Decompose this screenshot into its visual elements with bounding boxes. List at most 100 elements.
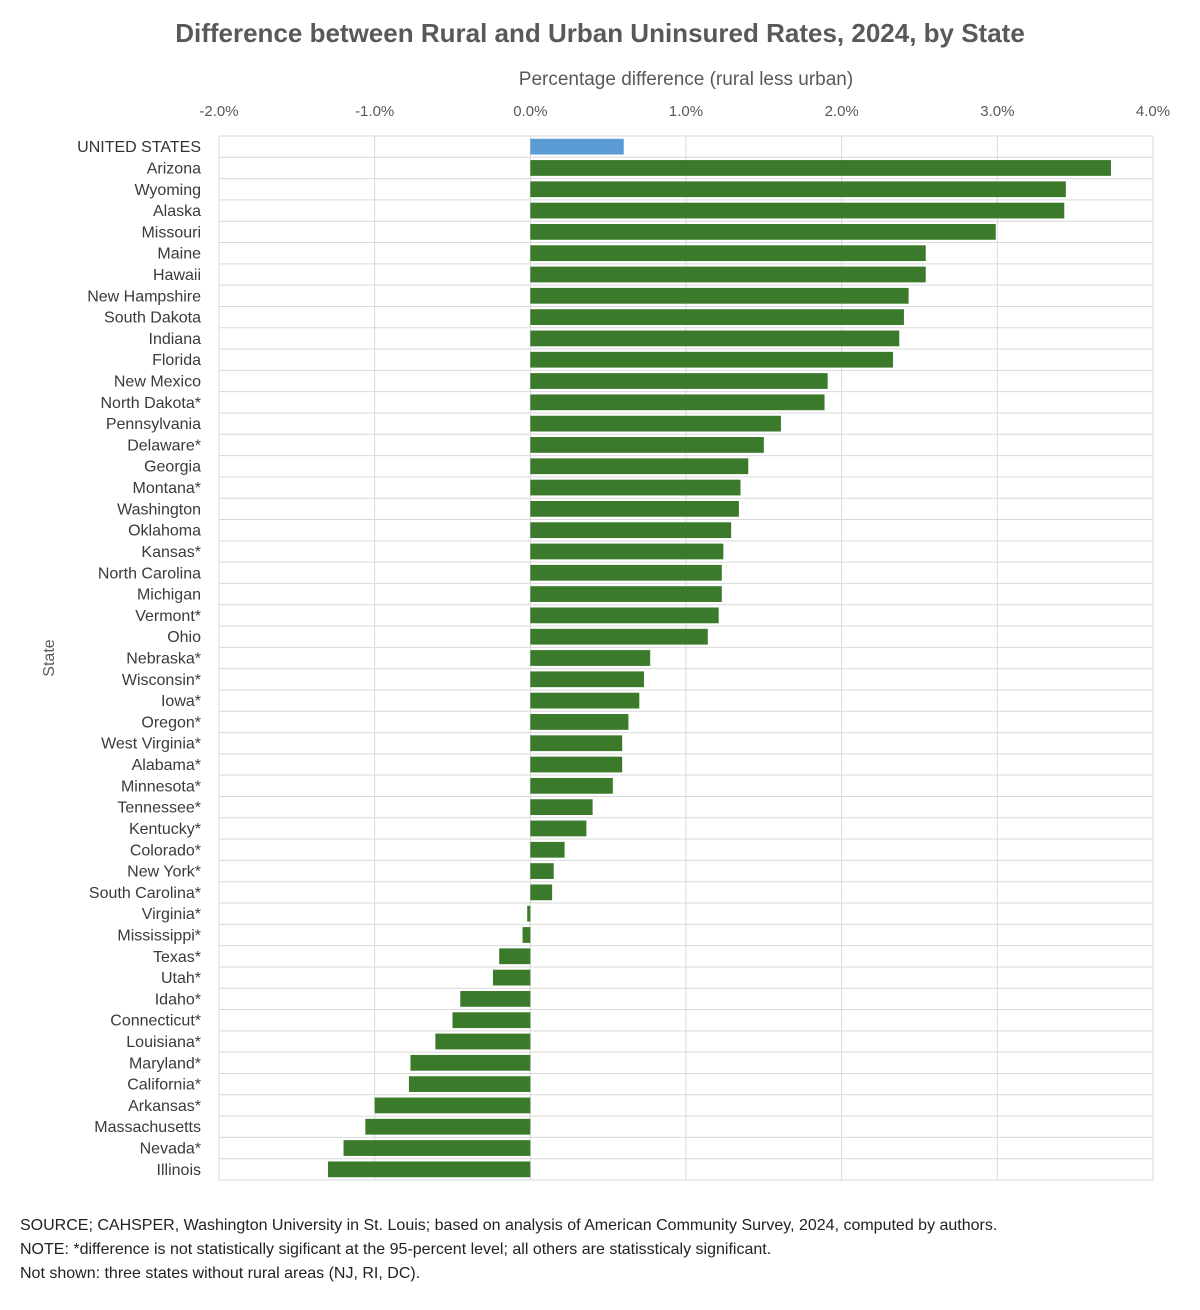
bar	[530, 756, 623, 773]
category-label: Wisconsin*	[122, 672, 201, 689]
category-label: Arkansas*	[128, 1098, 201, 1115]
bar	[530, 160, 1111, 176]
category-label: North Dakota*	[101, 395, 202, 412]
x-tick-label: 4.0%	[1136, 103, 1170, 120]
bar	[530, 543, 724, 560]
category-label: South Dakota	[104, 310, 201, 327]
category-label: Maine	[157, 246, 201, 263]
not-shown-note: Not shown: three states without rural ar…	[20, 1265, 421, 1282]
category-label: Minnesota*	[121, 778, 201, 795]
bar	[530, 522, 732, 539]
bar	[530, 564, 722, 581]
category-label: Connecticut*	[110, 1013, 201, 1030]
category-label: Texas*	[153, 949, 201, 966]
category-label: Montana*	[133, 480, 202, 497]
category-label: Mississippi*	[117, 927, 201, 944]
bar	[530, 863, 554, 879]
category-label: Illinois	[157, 1162, 201, 1179]
bar	[530, 735, 623, 752]
category-label: Pennsylvania	[106, 416, 201, 433]
x-tick-labels: -2.0% -1.0% 0.0% 1.0% 2.0% 3.0% 4.0%	[199, 103, 1170, 120]
bar	[452, 1012, 531, 1029]
bar	[530, 714, 629, 730]
category-label: Utah*	[161, 970, 201, 987]
bar	[530, 841, 565, 858]
bar	[410, 1054, 531, 1071]
category-label: Alaska	[153, 203, 201, 220]
category-label: New York*	[127, 864, 201, 881]
category-label: Delaware*	[127, 437, 201, 454]
x-tick-label: 3.0%	[980, 103, 1014, 120]
x-tick-label: 1.0%	[669, 103, 703, 120]
x-tick-label: -1.0%	[355, 103, 394, 120]
bar	[530, 777, 613, 794]
x-tick-label: 0.0%	[513, 103, 547, 120]
bar	[492, 969, 531, 986]
category-label: Washington	[117, 501, 201, 518]
bar	[527, 905, 531, 922]
bar	[365, 1118, 531, 1135]
bar	[499, 948, 531, 965]
bar	[530, 458, 749, 475]
category-label: Vermont*	[135, 608, 201, 625]
category-label: Nebraska*	[126, 651, 201, 668]
category-label: New Hampshire	[87, 288, 201, 305]
category-label: Kansas*	[141, 544, 201, 561]
category-label: Georgia	[144, 459, 201, 476]
bar	[530, 181, 1066, 198]
bar	[530, 394, 825, 411]
bar	[530, 373, 828, 389]
bar	[530, 266, 926, 283]
bar	[530, 202, 1065, 219]
gridlines	[218, 135, 1154, 1181]
category-label: Missouri	[141, 224, 201, 241]
category-label: Wyoming	[134, 182, 201, 199]
category-label: Ohio	[167, 629, 201, 646]
category-label: California*	[127, 1077, 201, 1094]
bar	[460, 991, 531, 1007]
bar	[435, 1033, 531, 1050]
y-axis-title: State	[41, 639, 58, 676]
bar	[530, 415, 781, 432]
bar	[530, 671, 644, 688]
bar	[530, 692, 640, 709]
category-label: Virginia*	[142, 906, 201, 923]
category-label: Alabama*	[132, 757, 201, 774]
bar	[530, 799, 593, 816]
bar	[408, 1076, 531, 1093]
bar	[530, 351, 894, 368]
bar	[530, 479, 741, 496]
category-labels: UNITED STATES Arizona Wyoming Alaska Missour…	[77, 139, 201, 1179]
bar	[327, 1161, 531, 1178]
category-label: Indiana	[149, 331, 202, 348]
bar	[530, 245, 926, 262]
bar	[522, 927, 531, 943]
category-label: Idaho*	[155, 991, 201, 1008]
bar	[530, 628, 708, 645]
bar	[530, 330, 900, 347]
bar	[530, 309, 904, 325]
category-label: West Virginia*	[101, 736, 201, 753]
category-label: Hawaii	[153, 267, 201, 284]
category-label: UNITED STATES	[77, 139, 201, 156]
x-axis-title: Percentage difference (rural less urban)	[519, 69, 853, 90]
category-label: Louisiana*	[126, 1034, 201, 1051]
bar	[530, 437, 764, 453]
bar	[530, 287, 909, 304]
bar	[530, 586, 722, 602]
chart-title: Difference between Rural and Urban Unins…	[175, 18, 1025, 48]
bar	[530, 138, 624, 155]
category-label: Tennessee*	[117, 800, 201, 817]
bar	[530, 650, 651, 666]
category-label: Oregon*	[141, 714, 201, 731]
category-label: Oklahoma	[128, 523, 201, 540]
bar	[530, 884, 553, 901]
category-label: Colorado*	[130, 842, 201, 859]
category-label: Nevada*	[140, 1141, 201, 1158]
bars	[327, 138, 1111, 1178]
category-label: Michigan	[137, 587, 201, 604]
category-label: Arizona	[147, 160, 201, 177]
bar-chart: Percentage difference (rural less urban)…	[41, 69, 1170, 1181]
category-label: Kentucky*	[129, 821, 201, 838]
significance-note: NOTE: *difference is not statistically s…	[20, 1241, 772, 1258]
